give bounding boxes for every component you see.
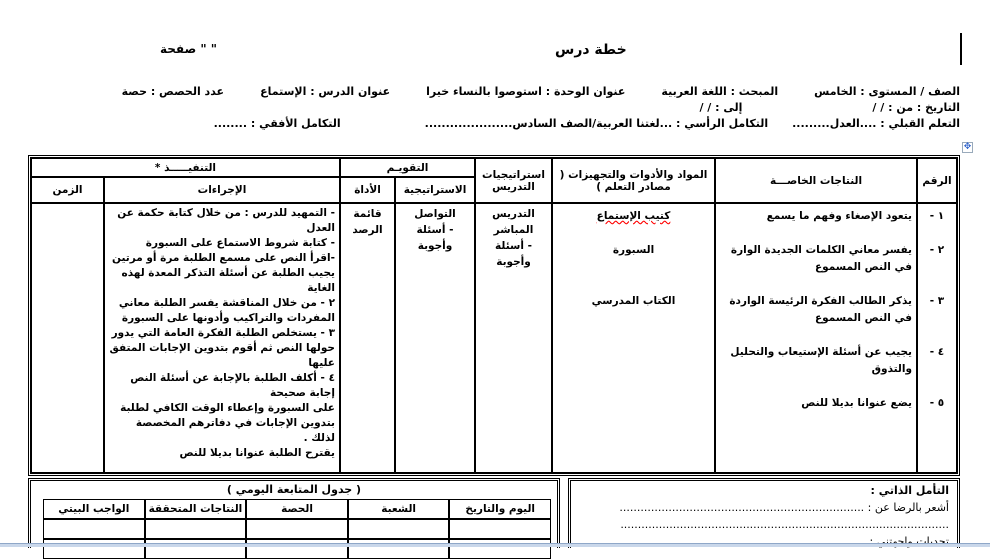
followup-header-section: الشعبة (347, 499, 450, 519)
page-number-label: صفحة " " (160, 42, 218, 56)
header-evaluation: التقويـم (339, 158, 475, 177)
teaching-strategy: - أسئلة وأجوبة (495, 240, 532, 268)
horizontal-integration: التكامل الأفقي : ........ (213, 117, 341, 130)
followup-cell[interactable] (144, 519, 247, 539)
outcome-number: ٥ - (929, 397, 945, 409)
lesson-plan-table: الرقم النتاجات الخاصـــة المواد والأدوات… (28, 155, 960, 476)
outcome-number: ٣ - (929, 295, 945, 307)
page-title: خطة درس (555, 42, 627, 58)
followup-cell[interactable] (43, 519, 145, 539)
info-row-2: التاريخ : من : / / إلى : / / (30, 100, 960, 116)
procedure-step: - كتابة شروط الاستماع على السبورة (145, 237, 335, 249)
material-item: الكتاب المدرسي (591, 295, 676, 307)
daily-followup-box: ( جدول المتابعة اليومي ) اليوم والتاريخ … (28, 478, 560, 559)
material-item: كتيب الإستماع (596, 210, 671, 222)
followup-header-homework: الواجب البيتي (43, 499, 145, 519)
followup-cell[interactable] (449, 519, 551, 539)
header-number: الرقم (917, 158, 957, 203)
lesson-title: عنوان الدرس : الإستماع (260, 85, 391, 98)
header-eval-strategy: الاستراتيجية (395, 177, 475, 203)
eval-strategy: التواصل (414, 208, 456, 220)
followup-cell[interactable] (246, 519, 348, 539)
self-reflection-box: التأمل الذاتي : أشعر بالرضا عن : .......… (568, 478, 960, 548)
material-item: السبورة (612, 244, 655, 256)
procedure-step: ٣ - يستخلص الطلبة الفكرة العامة التي يدو… (109, 327, 335, 369)
followup-header-achieved-outcomes: النتاجات المتحققة (144, 499, 247, 519)
procedure-step: يقترح الطلبة عنوانا بديلا للنص (179, 447, 335, 459)
procedures-cell: - التمهيد للدرس : من خلال كتابة حكمة عن … (103, 203, 340, 473)
period-count: عدد الحصص : حصة (121, 85, 225, 98)
outcome-text: يضع عنوانا بديلا للنص (801, 397, 912, 409)
outcome-text: يتعود الإصغاء وفهم ما يسمع (766, 210, 912, 222)
header-outcomes: النتاجات الخاصـــة (715, 158, 917, 203)
subject: المبحث : اللغة العربية (661, 85, 779, 98)
info-row-1: الصف / المستوى : الخامس المبحث : اللغة ا… (30, 84, 960, 100)
prior-learning: التعلم القبلي : ....العدل......... (792, 117, 960, 130)
outcome-number: ٢ - (929, 244, 945, 256)
followup-cell[interactable] (449, 539, 551, 559)
header-materials: المواد والأدوات والتجهيزات ( مصادر التعل… (552, 158, 715, 203)
followup-cell[interactable] (246, 539, 348, 559)
date-to: إلى : / / (699, 101, 743, 114)
header-execution: التنفيـــــذ * (31, 158, 340, 177)
procedure-step: ٤ - أكلف الطلبة بالإجابة عن أسئلة النص إ… (130, 372, 335, 399)
procedure-step: يجيب الطلبة عن أسئلة التذكر المعدة لهذه … (121, 267, 335, 294)
outcome-text: يفسر معاني الكلمات الجديدة الوارة في الن… (730, 244, 912, 273)
outcome-number: ١ - (929, 210, 945, 222)
followup-title: ( جدول المتابعة اليومي ) (226, 483, 362, 496)
followup-cell[interactable] (347, 539, 450, 559)
teaching-strategy: التدريس المباشر (492, 208, 535, 236)
outcomes-column: يتعود الإصغاء وفهم ما يسمع يفسر معاني ال… (715, 203, 917, 473)
eval-tool-cell: قائمة الرصد (339, 203, 395, 473)
date-from: التاريخ : من : / / (872, 101, 960, 114)
header-procedures: الإجراءات (103, 177, 340, 203)
dotted-line: ........................................… (620, 518, 949, 531)
followup-table: اليوم والتاريخ الشعبة الحصة النتاجات الم… (43, 499, 551, 559)
satisfied-line: أشعر بالرضا عن : .......................… (619, 501, 949, 514)
time-cell (31, 203, 104, 473)
materials-column: كتيب الإستماع السبورة الكتاب المدرسي (552, 203, 715, 473)
header-eval-tool: الأداة (339, 177, 395, 203)
followup-cell[interactable] (144, 539, 247, 559)
table-move-handle-icon[interactable]: ✥ (962, 142, 973, 153)
procedure-step: -اقرأ النص على مسمع الطلبة مرة أو مرتين (112, 252, 335, 264)
followup-header-period: الحصة (246, 499, 348, 519)
teaching-strategies-cell: التدريس المباشر - أسئلة وأجوبة (475, 203, 552, 473)
vertical-integration: التكامل الرأسي : ...لغتنا العربية/الصف ا… (424, 117, 769, 130)
followup-cell[interactable] (43, 539, 145, 559)
number-column: ١ - ٢ - ٣ - ٤ - ٥ - (917, 203, 957, 473)
outcome-text: يجيب عن أسئلة الإستيعاب والتحليل والتذوق (730, 346, 912, 375)
cursor-bar (960, 33, 962, 65)
outcome-number: ٤ - (929, 346, 945, 358)
reflection-title: التأمل الذاتي : (870, 484, 950, 497)
followup-cell[interactable] (347, 519, 450, 539)
eval-strategy-cell: التواصل - أسئلة وأجوبة (395, 203, 475, 473)
procedure-step: على السبورة وإعطاء الوقت الكافي لطلبة بت… (120, 402, 335, 444)
procedure-step: - التمهيد للدرس : من خلال كتابة حكمة عن … (117, 207, 335, 234)
info-row-3: التعلم القبلي : ....العدل......... التكا… (30, 116, 960, 132)
header-teaching-strategies: استراتيجيات التدريس (475, 158, 552, 203)
grade: الصف / المستوى : الخامس (814, 85, 960, 98)
unit-title: عنوان الوحدة : استوصوا بالنساء خيرا (426, 85, 626, 98)
header-time: الزمن (31, 177, 104, 203)
followup-header-day-date: اليوم والتاريخ (449, 499, 551, 519)
outcome-text: يذكر الطالب الفكرة الرئيسة الواردة في ال… (729, 295, 912, 324)
procedure-step: ٢ - من خلال المناقشة يفسر الطلبة معاني ا… (118, 297, 335, 324)
status-bar (0, 543, 990, 547)
eval-strategy: - أسئلة وأجوبة (416, 224, 454, 252)
